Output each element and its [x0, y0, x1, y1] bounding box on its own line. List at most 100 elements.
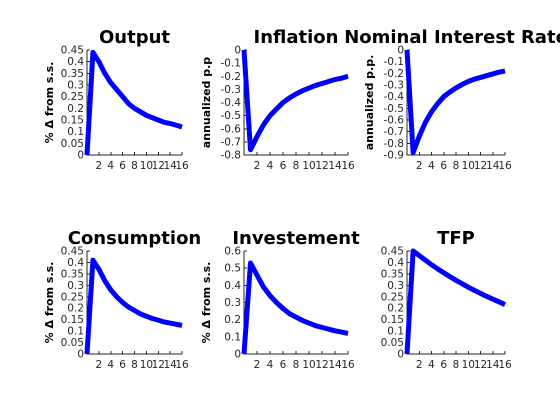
y-tick-label: -0.5 [221, 110, 242, 122]
x-tick-label: 12 [152, 359, 165, 371]
y-tick-label: 0.05 [61, 138, 84, 150]
axes-frame [243, 251, 348, 355]
y-tick-label: -0.8 [384, 138, 405, 150]
subplot-title: Nominal Interest Rate [344, 27, 560, 48]
axes-frame [86, 251, 182, 355]
y-tick-label: 0.4 [67, 257, 84, 269]
series-line [404, 248, 507, 355]
y-tick-label: 0.25 [381, 291, 404, 303]
series-line [404, 49, 506, 156]
x-tick-label: 2 [416, 160, 423, 172]
x-tick-label: 16 [498, 359, 512, 371]
y-tick-label: -0.4 [221, 97, 242, 109]
x-tick-label: 2 [254, 160, 261, 172]
y-axis-label: annualized p.p [200, 57, 213, 148]
x-tick-label: 16 [341, 160, 355, 172]
y-tick-label: -0.3 [221, 84, 242, 96]
subplot-title: TFP [437, 228, 475, 249]
y-axis-label: % Δ from s.s. [43, 262, 56, 344]
y-tick-label: 0 [77, 349, 84, 361]
x-tick-label: 14 [486, 160, 500, 172]
y-tick-label: -0.6 [384, 115, 405, 127]
x-tick-label: 12 [474, 359, 487, 371]
y-tick-label: 0 [397, 45, 404, 57]
x-tick-label: 8 [131, 160, 138, 172]
x-tick-label: 8 [293, 160, 300, 172]
x-tick-label: 16 [341, 359, 355, 371]
axes-frame [243, 50, 348, 156]
y-tick-label: -0.1 [221, 58, 242, 70]
x-tick-label: 4 [428, 160, 435, 172]
x-tick-label: 8 [293, 359, 300, 371]
y-tick-label: 0.35 [61, 68, 84, 80]
series-line [241, 260, 349, 355]
y-tick-label: 0.35 [381, 268, 404, 280]
y-tick-label: 0 [77, 150, 84, 162]
y-tick-label: 0.15 [61, 314, 84, 326]
y-tick-label: 0.3 [67, 80, 84, 92]
x-tick-label: 14 [328, 359, 342, 371]
y-tick-label: 0.05 [381, 337, 404, 349]
x-tick-label: 8 [131, 359, 138, 371]
y-tick-label: -0.7 [221, 136, 242, 148]
y-tick-label: 0.45 [61, 246, 84, 258]
x-tick-label: 12 [152, 160, 165, 172]
x-tick-label: 6 [119, 359, 126, 371]
y-tick-label: 0 [397, 349, 404, 361]
y-tick-label: 0.1 [224, 331, 241, 343]
x-tick-label: 8 [453, 359, 460, 371]
y-tick-label: -0.4 [384, 91, 405, 103]
x-tick-label: 14 [163, 359, 177, 371]
x-tick-label: 2 [96, 359, 103, 371]
y-tick-label: 0.4 [387, 257, 404, 269]
subplot-3: -0.9-0.8-0.7-0.6-0.5-0.4-0.3-0.2-0.10 2 4 6… [344, 27, 560, 172]
x-tick-label: 6 [440, 359, 447, 371]
y-axis-label: % Δ from s.s. [200, 262, 213, 344]
x-tick-label: 6 [440, 160, 447, 172]
x-tick-label: 6 [280, 359, 287, 371]
x-tick-label: 14 [328, 160, 342, 172]
y-tick-label: 0.3 [224, 297, 241, 309]
y-tick-label: 0.05 [61, 337, 84, 349]
y-tick-label: 0.2 [224, 314, 241, 326]
y-tick-label: -0.2 [221, 71, 242, 83]
y-tick-label: 0.2 [67, 303, 84, 315]
x-tick-label: 10 [302, 359, 315, 371]
x-tick-label: 2 [254, 359, 261, 371]
series-line [241, 49, 349, 153]
y-tick-label: 0 [234, 45, 241, 57]
x-tick-label: 14 [486, 359, 500, 371]
y-tick-label: 0.25 [61, 291, 84, 303]
y-tick-label: -0.6 [221, 123, 242, 135]
subplot-2: -0.8-0.7-0.6-0.5-0.4-0.3-0.2-0.102 4 6 8 10 1… [200, 27, 355, 172]
subplot-1: 00.050.10.150.20.250.30.350.40.452 4 6 8 101… [43, 27, 189, 172]
y-tick-label: 0.3 [387, 280, 404, 292]
x-tick-label: 4 [107, 359, 114, 371]
y-tick-label: 0.25 [61, 91, 84, 103]
x-tick-label: 10 [140, 160, 153, 172]
series-line [84, 257, 183, 355]
y-tick-label: 0.35 [61, 268, 84, 280]
y-tick-label: -0.5 [384, 103, 405, 115]
y-tick-label: 0.45 [61, 45, 84, 57]
subplot-5: 0 0.1 0.2 0.3 0.4 0.5 0.6 2 4 6 8 10 12 14 16 Investeme… [200, 228, 360, 371]
y-tick-label: 0.1 [67, 126, 84, 138]
x-tick-label: 10 [462, 160, 475, 172]
axes-frame [406, 50, 505, 156]
y-tick-label: 0.1 [387, 326, 404, 338]
y-tick-label: -0.9 [384, 150, 405, 162]
series-line [84, 49, 183, 156]
subplot-title: Output [99, 27, 170, 48]
y-tick-label: 0.4 [224, 280, 241, 292]
x-tick-label: 12 [315, 160, 328, 172]
y-tick-label: 0.6 [224, 246, 241, 258]
x-tick-label: 8 [453, 160, 460, 172]
x-tick-label: 6 [119, 160, 126, 172]
y-tick-label: -0.8 [221, 150, 242, 162]
y-tick-label: -0.1 [384, 56, 405, 68]
y-tick-label: 0.3 [67, 280, 84, 292]
subplot-title: Inflation [254, 27, 339, 48]
x-tick-label: 4 [267, 359, 274, 371]
y-tick-label: 0.1 [67, 326, 84, 338]
